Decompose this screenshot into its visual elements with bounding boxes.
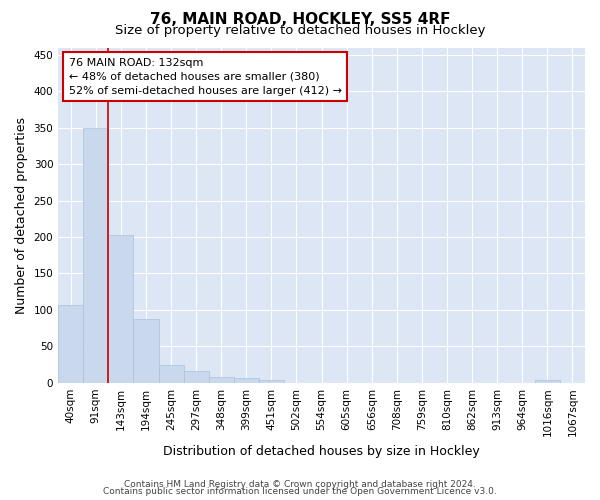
- Bar: [259, 380, 284, 382]
- Bar: [58, 304, 83, 382]
- Text: Contains public sector information licensed under the Open Government Licence v3: Contains public sector information licen…: [103, 487, 497, 496]
- Text: 76 MAIN ROAD: 132sqm
← 48% of detached houses are smaller (380)
52% of semi-deta: 76 MAIN ROAD: 132sqm ← 48% of detached h…: [69, 58, 342, 96]
- Bar: [234, 378, 259, 382]
- Bar: [133, 318, 158, 382]
- Bar: [535, 380, 560, 382]
- Text: 76, MAIN ROAD, HOCKLEY, SS5 4RF: 76, MAIN ROAD, HOCKLEY, SS5 4RF: [150, 12, 450, 28]
- Bar: [83, 128, 109, 382]
- Bar: [209, 377, 234, 382]
- Bar: [158, 365, 184, 382]
- Text: Contains HM Land Registry data © Crown copyright and database right 2024.: Contains HM Land Registry data © Crown c…: [124, 480, 476, 489]
- Bar: [109, 236, 133, 382]
- Bar: [184, 371, 209, 382]
- Text: Size of property relative to detached houses in Hockley: Size of property relative to detached ho…: [115, 24, 485, 37]
- X-axis label: Distribution of detached houses by size in Hockley: Distribution of detached houses by size …: [163, 444, 480, 458]
- Y-axis label: Number of detached properties: Number of detached properties: [15, 116, 28, 314]
